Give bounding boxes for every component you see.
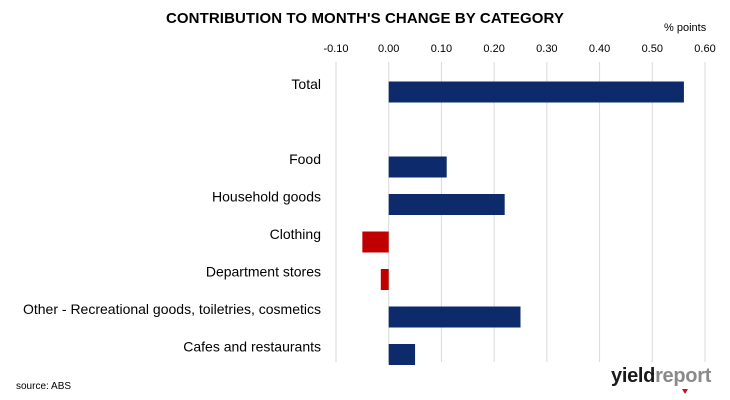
category-label: Clothing xyxy=(270,226,321,242)
category-label: Total xyxy=(291,76,321,92)
x-tick-label: 0.60 xyxy=(694,43,715,55)
category-label: Other - Recreational goods, toiletries, … xyxy=(23,301,321,317)
source-note: source: ABS xyxy=(16,381,72,392)
chart-title: CONTRIBUTION TO MONTH'S CHANGE BY CATEGO… xyxy=(165,10,565,27)
category-label: Cafes and restaurants xyxy=(183,339,321,355)
bar xyxy=(388,306,521,328)
category-label: Department stores xyxy=(206,264,321,280)
bar xyxy=(388,156,447,178)
bar xyxy=(362,231,389,253)
unit-label: % points xyxy=(664,22,707,34)
x-tick-label: -0.10 xyxy=(323,43,348,55)
x-tick-label: 0.10 xyxy=(431,43,452,55)
bar xyxy=(388,194,505,215)
x-tick-label: 0.40 xyxy=(589,43,610,55)
bar xyxy=(388,81,684,103)
logo-report-text: report xyxy=(655,365,712,387)
x-tick-label: 0.30 xyxy=(536,43,557,55)
category-label: Food xyxy=(289,151,321,167)
category-label: Household goods xyxy=(212,189,321,205)
logo-marker-icon xyxy=(682,389,688,394)
yieldreport-logo: yieldreport xyxy=(611,365,712,394)
x-tick-label: 0.50 xyxy=(642,43,663,55)
x-tick-label: 0.00 xyxy=(378,43,399,55)
x-tick-label: 0.20 xyxy=(483,43,504,55)
bar xyxy=(388,344,416,365)
logo-yield-text: yield xyxy=(611,365,656,387)
bar xyxy=(380,269,389,290)
